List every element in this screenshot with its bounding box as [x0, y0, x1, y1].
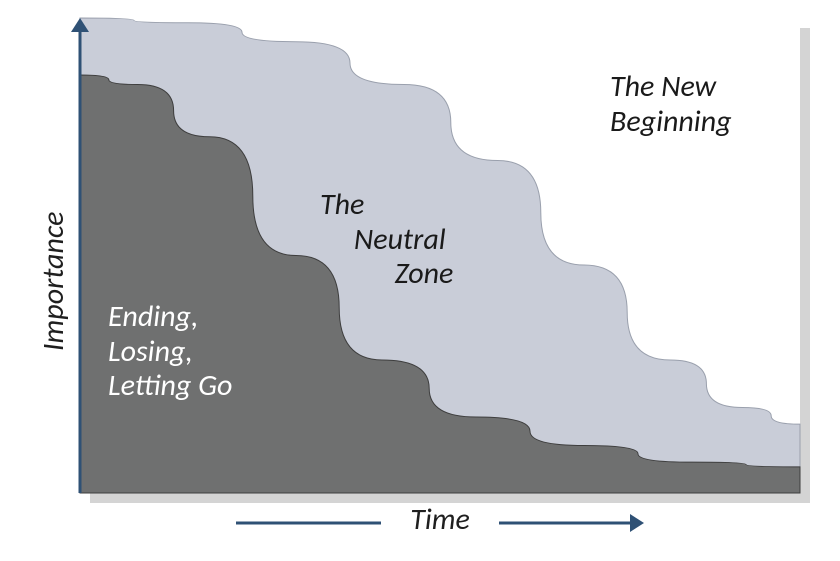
zone-label-neutral: The Neutral Zone: [320, 188, 453, 292]
zone-label-ending: Ending, Losing, Letting Go: [108, 300, 232, 404]
transition-model-diagram: Ending, Losing, Letting Go The Neutral Z…: [0, 0, 840, 561]
y-axis-label: Importance: [35, 211, 72, 351]
zone-label-new-beginning: The New Beginning: [610, 70, 732, 139]
x-axis-label: Time: [380, 501, 500, 538]
